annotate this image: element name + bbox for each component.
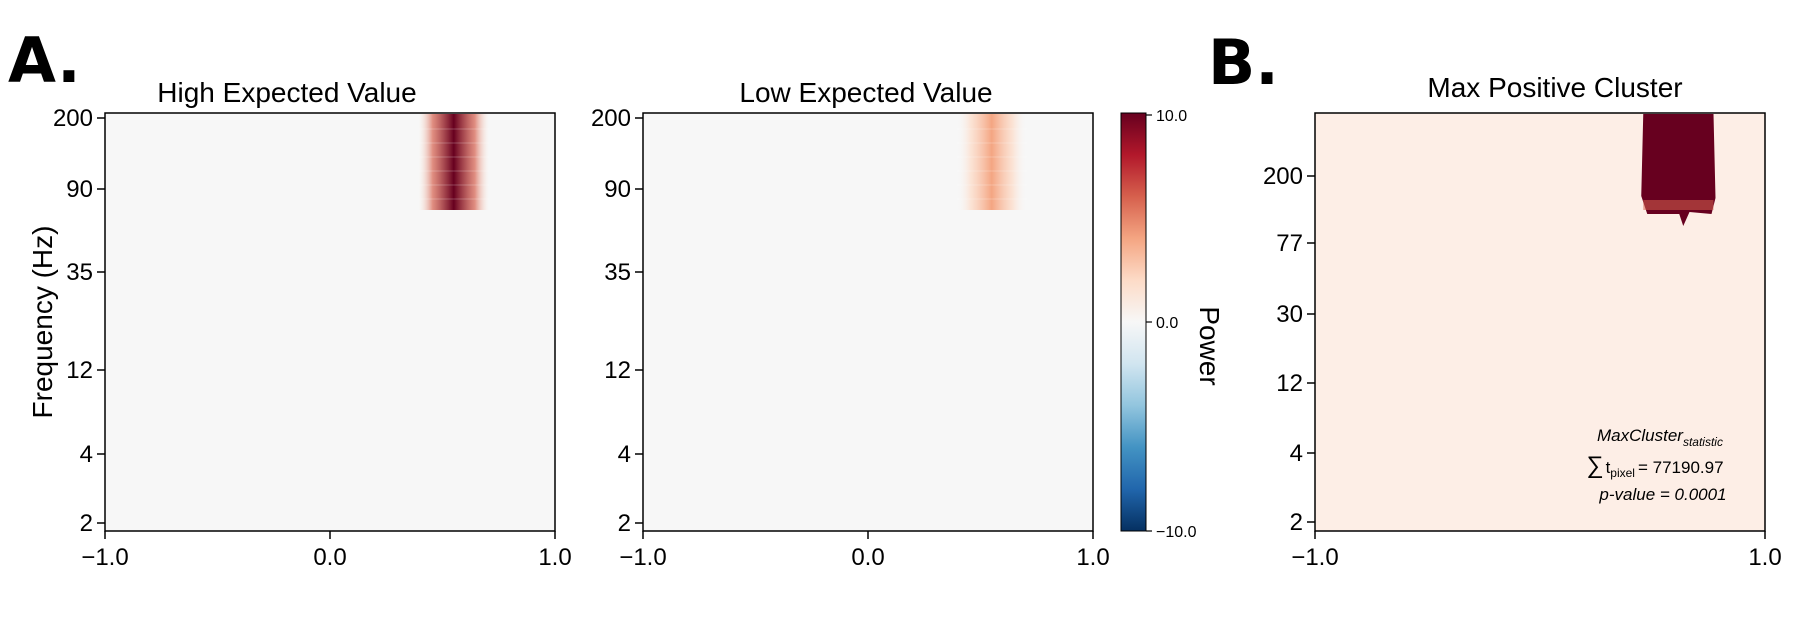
x-tick-label: 1.0 (1076, 544, 1109, 571)
blob-band (956, 156, 1027, 158)
blob-band (418, 170, 489, 172)
t-text: t (1606, 458, 1611, 477)
colorbar: 10.0 0.0 −10.0 Power (1120, 108, 1225, 541)
blob-band (956, 170, 1027, 172)
y-axis-label: Frequency (Hz) (27, 226, 58, 419)
max-cluster-statistic-label: MaxClusterstatistic (1597, 426, 1723, 449)
x-tick-label: 0.0 (313, 544, 346, 571)
y-tick-label: 2 (618, 510, 631, 537)
sum-t-pixel-value: ∑ tpixel = 77190.97 (1586, 452, 1723, 480)
y-tick-label: 200 (53, 105, 93, 132)
chart-title: High Expected Value (157, 77, 416, 108)
blob-band (956, 184, 1027, 186)
y-tick-label: 90 (604, 176, 631, 203)
y-tick-label: 12 (604, 357, 631, 384)
cluster-annotation: MaxClusterstatistic ∑ tpixel = 77190.97 p-… (1586, 426, 1726, 504)
cluster-mark (1641, 114, 1716, 226)
stat-subscript: statistic (1683, 435, 1723, 449)
chart-max-positive-cluster: Max Positive Cluster 200 77 30 12 4 2 −1.0 1.0… (1263, 72, 1782, 571)
blob-band (956, 198, 1027, 200)
panel-letter-a: A. (8, 24, 81, 97)
colorbar-bar (1120, 112, 1147, 532)
x-tick-label: 1.0 (538, 544, 571, 571)
heatmap-blobs (418, 114, 489, 210)
p-value: p-value = 0.0001 (1598, 485, 1726, 504)
blob-band (418, 198, 489, 200)
blob-band (418, 156, 489, 158)
y-tick-label: 200 (1263, 163, 1303, 190)
cluster-region (1641, 114, 1716, 226)
colorbar-tick-label: 10.0 (1156, 108, 1187, 125)
x-tick-label: −1.0 (619, 544, 666, 571)
x-axis: −1.0 0.0 1.0 (81, 531, 572, 571)
x-axis: −1.0 1.0 (1291, 531, 1782, 571)
colorbar-label: Power (1194, 306, 1225, 385)
blob-band (956, 128, 1027, 130)
colorbar-ticks: 10.0 0.0 −10.0 (1146, 108, 1197, 541)
y-tick-label: 4 (80, 441, 93, 468)
x-tick-label: 1.0 (1748, 544, 1781, 571)
sum-symbol: ∑ (1586, 452, 1603, 479)
sum-value: = 77190.97 (1638, 458, 1724, 477)
y-tick-label: 4 (618, 441, 631, 468)
chart-title: Low Expected Value (739, 77, 992, 108)
stat-name: MaxCluster (1597, 426, 1684, 445)
y-tick-label: 2 (1290, 509, 1303, 536)
y-axis: 200 90 35 12 4 2 (53, 105, 105, 537)
blob-mark (418, 114, 489, 210)
y-tick-label: 4 (1290, 440, 1303, 467)
x-tick-label: 0.0 (851, 544, 884, 571)
t-subscript: pixel (1610, 466, 1635, 480)
y-tick-label: 35 (604, 259, 631, 286)
y-tick-label: 30 (1276, 301, 1303, 328)
chart-high-expected-value: High Expected Value 200 90 35 12 4 2 −1.0 0.0 1… (27, 77, 572, 571)
y-tick-label: 77 (1276, 230, 1303, 257)
blob-band (418, 142, 489, 144)
y-axis: 200 77 30 12 4 2 (1263, 163, 1315, 536)
x-axis: −1.0 0.0 1.0 (619, 531, 1110, 571)
heatmap-blobs (956, 114, 1027, 210)
y-tick-label: 200 (591, 105, 631, 132)
blob-band (418, 184, 489, 186)
x-tick-label: −1.0 (1291, 544, 1338, 571)
blob-mark (956, 114, 1027, 210)
chart-low-expected-value: Low Expected Value 200 90 35 12 4 2 −1.0 0.0 1.… (591, 77, 1110, 571)
y-tick-label: 35 (66, 259, 93, 286)
x-tick-label: −1.0 (81, 544, 128, 571)
cluster-edge (1643, 200, 1714, 210)
colorbar-tick-label: 0.0 (1156, 315, 1178, 332)
blob-band (956, 142, 1027, 144)
y-tick-label: 12 (66, 357, 93, 384)
blob-band (418, 128, 489, 130)
colorbar-tick-label: −10.0 (1156, 524, 1197, 541)
y-tick-label: 2 (80, 510, 93, 537)
panel-letter-b: B. (1208, 26, 1279, 99)
y-tick-label: 90 (66, 176, 93, 203)
chart-title: Max Positive Cluster (1427, 72, 1682, 103)
plot-frame (1314, 112, 1766, 532)
y-tick-label: 12 (1276, 370, 1303, 397)
y-axis: 200 90 35 12 4 2 (591, 105, 643, 537)
